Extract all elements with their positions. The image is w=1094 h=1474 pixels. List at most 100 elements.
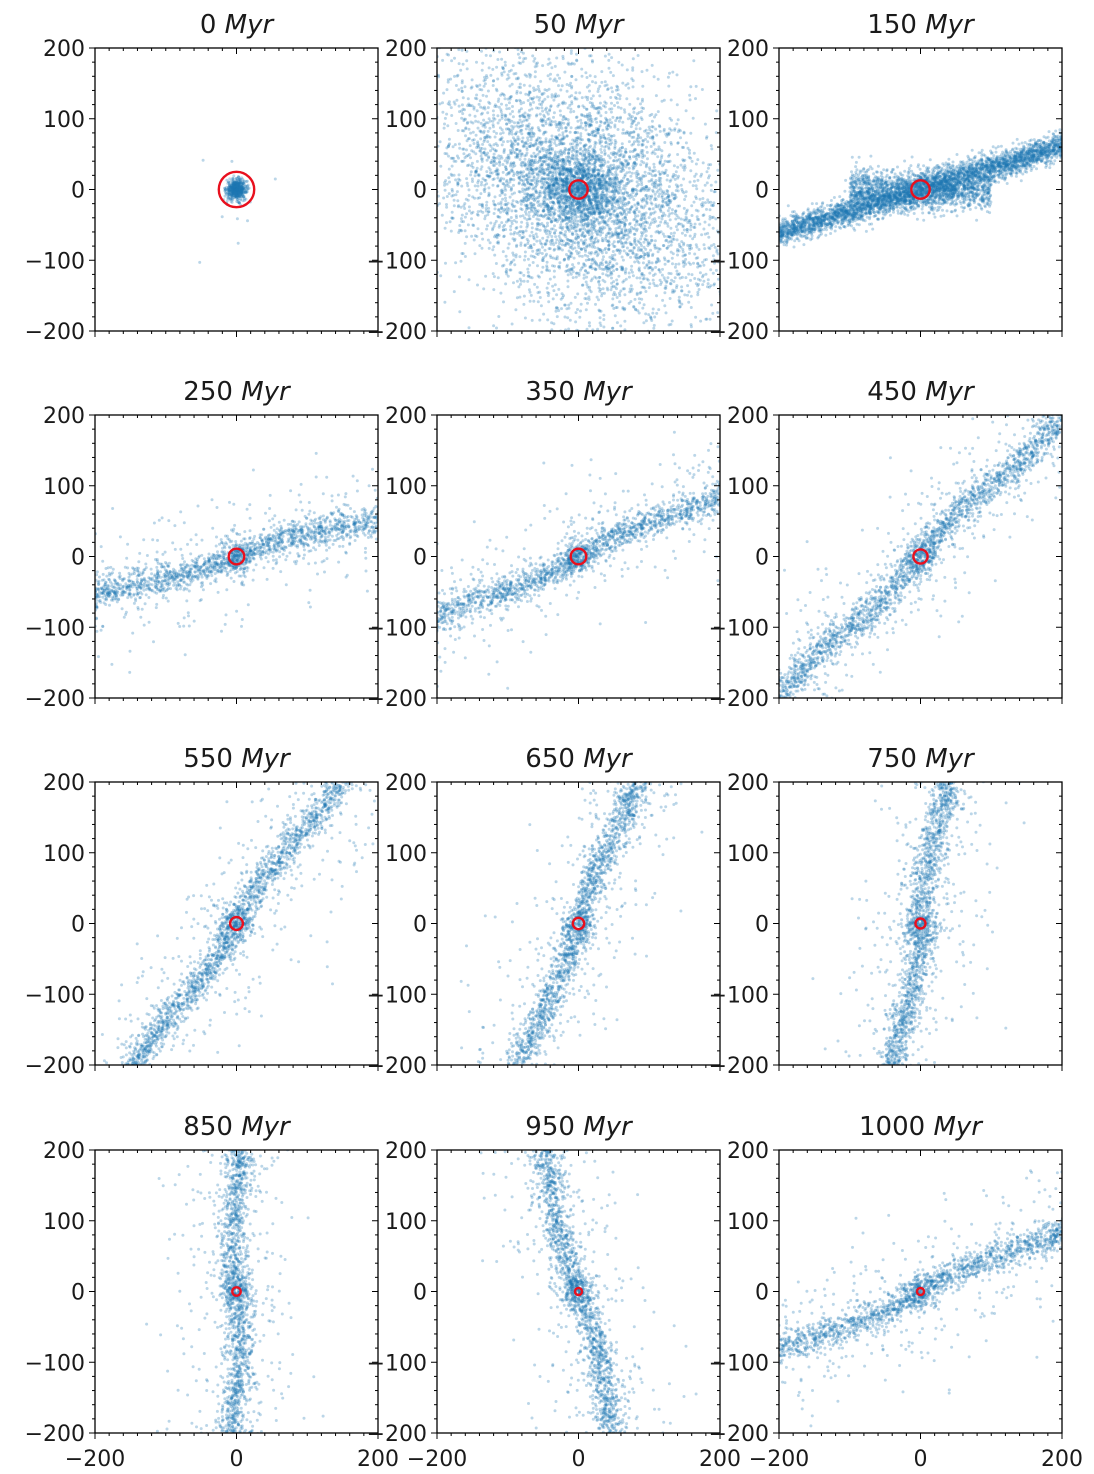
- scatter-point: [598, 283, 601, 286]
- scatter-point: [390, 175, 393, 178]
- scatter-point: [468, 209, 471, 212]
- scatter-point: [574, 98, 577, 101]
- scatter-point: [645, 129, 648, 132]
- scatter-point: [556, 74, 559, 77]
- scatter-point: [772, 428, 775, 431]
- scatter-point: [518, 56, 521, 59]
- scatter-point: [540, 143, 543, 146]
- scatter-point: [531, 222, 534, 225]
- scatter-point: [584, 292, 587, 295]
- scatter-point: [651, 64, 654, 67]
- scatter-point: [561, 84, 564, 87]
- scatter-point: [651, 120, 654, 123]
- scatter-point: [613, 134, 616, 137]
- scatter-point: [614, 314, 617, 317]
- scatter-point: [471, 180, 474, 183]
- scatter-point: [496, 177, 499, 180]
- scatter-point: [531, 250, 534, 253]
- scatter-point: [623, 2, 626, 5]
- scatter-point: [676, 369, 679, 372]
- scatter-point: [708, 218, 711, 221]
- scatter-point: [476, 140, 479, 143]
- scatter-point: [519, 100, 522, 103]
- scatter-point: [575, 53, 578, 56]
- scatter-point: [643, 231, 646, 234]
- scatter-point: [680, 285, 683, 288]
- scatter-point: [702, 264, 705, 267]
- scatter-point: [493, 177, 496, 180]
- scatter-point: [509, 269, 512, 272]
- scatter-point: [644, 290, 647, 293]
- scatter-point: [574, 296, 577, 299]
- scatter-point: [749, 234, 752, 237]
- scatter-point: [494, 195, 497, 198]
- scatter-point: [691, 214, 694, 217]
- scatter-point: [458, 147, 461, 150]
- scatter-point: [444, 152, 447, 155]
- scatter-point: [696, 256, 699, 259]
- scatter-point: [685, 109, 688, 112]
- scatter-point: [577, 236, 580, 239]
- scatter-point: [538, 99, 541, 102]
- scatter-point: [689, 181, 692, 184]
- scatter-point: [740, 194, 743, 197]
- scatter-point: [451, 157, 454, 160]
- scatter-point: [540, 118, 543, 121]
- scatter-point: [555, 44, 558, 47]
- scatter-point: [617, 150, 620, 153]
- scatter-point: [516, 156, 519, 159]
- scatter-point: [642, 321, 645, 324]
- scatter-point: [611, 297, 614, 300]
- scatter-point: [584, 128, 587, 131]
- scatter-point: [483, 190, 486, 193]
- scatter-point: [518, 111, 521, 114]
- scatter-point: [650, 130, 653, 133]
- scatter-point: [566, 135, 569, 138]
- scatter-point: [640, 183, 643, 186]
- scatter-point: [542, 141, 545, 144]
- scatter-point: [508, 133, 511, 136]
- scatter-point: [584, 264, 587, 267]
- scatter-point: [389, 176, 392, 179]
- scatter-point: [652, 190, 655, 193]
- scatter-point: [588, 112, 591, 115]
- scatter-point: [591, 148, 594, 151]
- scatter-point: [590, 279, 593, 282]
- scatter-point: [722, 217, 725, 220]
- scatter-point: [499, 178, 502, 181]
- scatter-point: [538, 218, 541, 221]
- scatter-point: [707, 282, 710, 285]
- scatter-point: [710, 204, 713, 207]
- scatter-point: [517, 126, 520, 129]
- scatter-point: [564, 230, 567, 233]
- scatter-point: [661, 100, 664, 103]
- scatter-point: [477, 214, 480, 217]
- scatter-point: [469, 132, 472, 135]
- scatter-point: [461, 160, 464, 163]
- scatter-point: [679, 305, 682, 308]
- scatter-point: [493, 254, 496, 257]
- scatter-point: [233, 194, 236, 197]
- scatter-point: [414, 147, 417, 150]
- scatter-point: [450, 174, 453, 177]
- scatter-point: [722, 284, 725, 287]
- scatter-point: [362, 105, 365, 108]
- scatter-point: [516, 121, 519, 124]
- scatter-point: [741, 235, 744, 238]
- scatter-point: [481, 238, 484, 241]
- scatter-point: [527, 258, 530, 261]
- scatter-point: [669, 117, 672, 120]
- scatter-point: [509, 113, 512, 116]
- scatter-point: [455, 122, 458, 125]
- scatter-point: [640, 160, 643, 163]
- scatter-point: [234, 190, 237, 193]
- scatter-point: [706, 232, 709, 235]
- scatter-point: [610, 271, 613, 274]
- scatter-point: [731, 313, 734, 316]
- scatter-point: [670, 354, 673, 357]
- scatter-point: [521, 172, 524, 175]
- scatter-point: [538, 251, 541, 254]
- scatter-point: [699, 320, 702, 323]
- scatter-point: [375, 16, 378, 19]
- scatter-point: [571, 345, 574, 348]
